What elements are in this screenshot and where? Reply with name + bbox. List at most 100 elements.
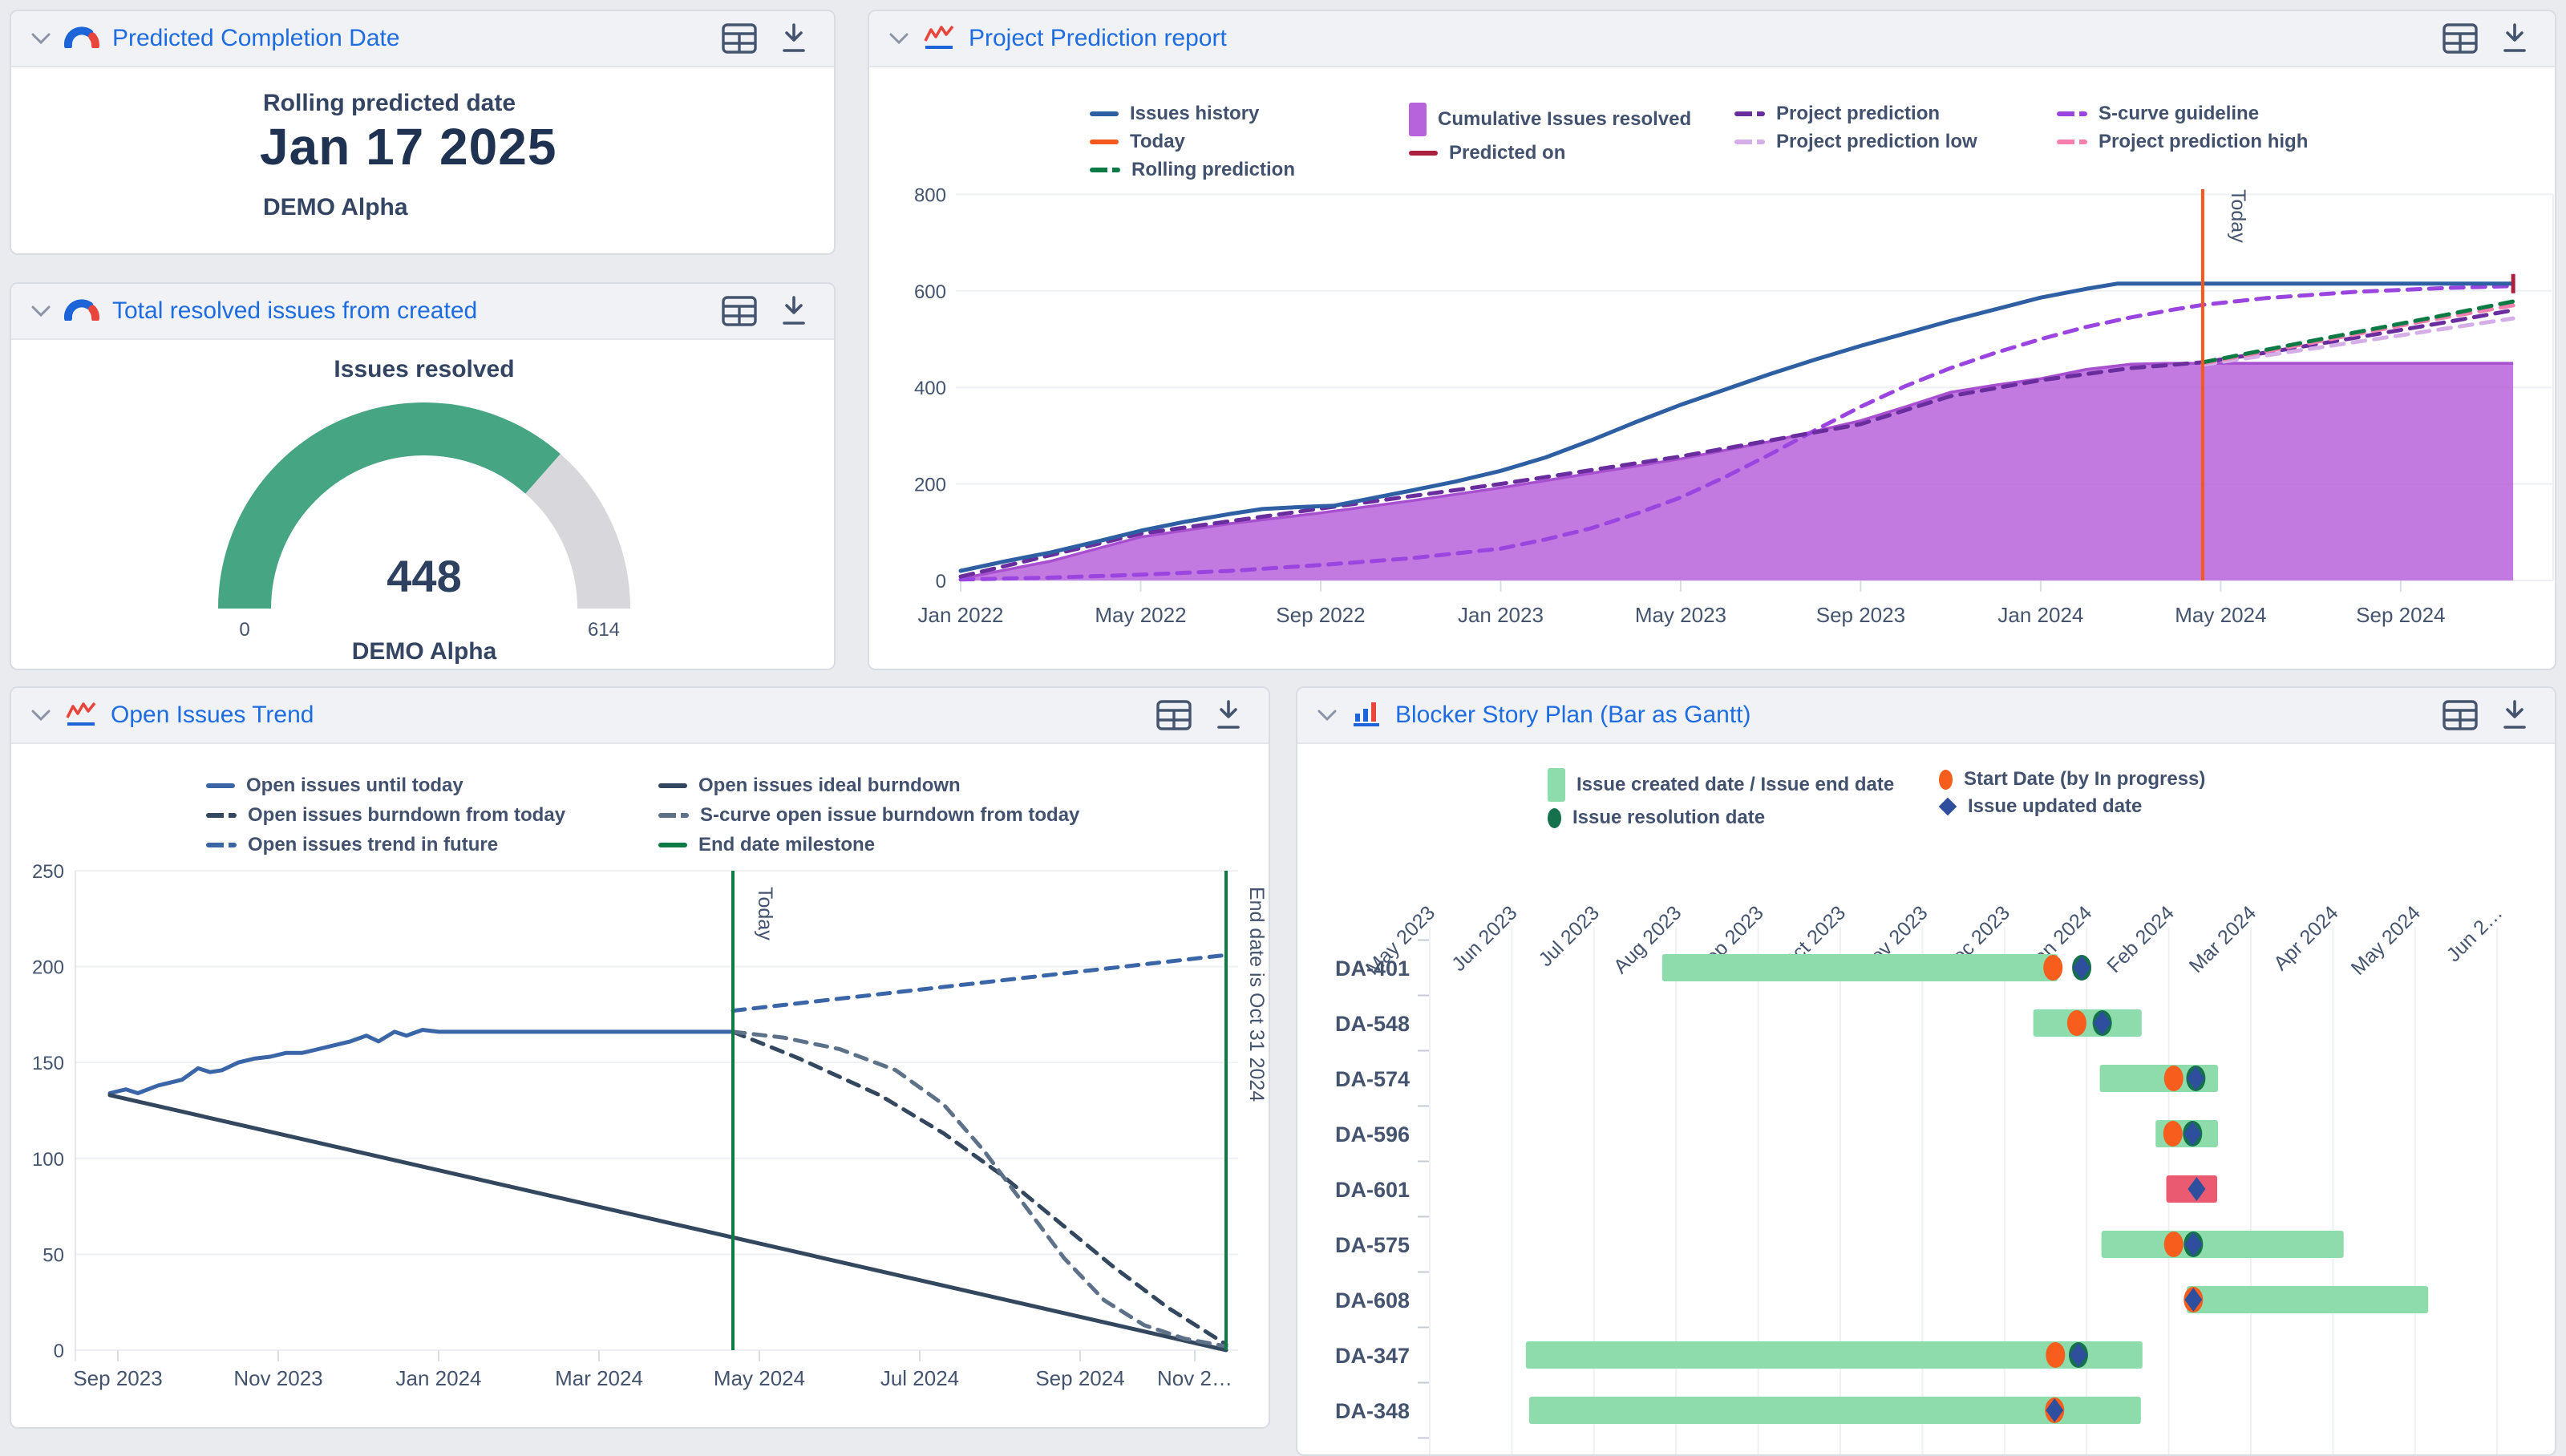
- y-tick-label: 0: [54, 1341, 64, 1362]
- x-tick-label: Jul 2024: [880, 1366, 959, 1390]
- series-line-s-curve-guideline: [958, 284, 2515, 582]
- project-name: DEMO Alpha: [351, 638, 497, 665]
- today-line-label: Today: [2227, 189, 2249, 243]
- series-line-project-prediction: [958, 308, 2515, 579]
- legend-swatch-dash: [1090, 168, 1120, 172]
- view-as-table-button[interactable]: [2439, 18, 2481, 59]
- x-tick-label: Nov 2…: [1157, 1366, 1232, 1390]
- download-button[interactable]: [2494, 694, 2536, 736]
- download-button[interactable]: [2494, 18, 2536, 59]
- month-label: May 2024: [2347, 901, 2426, 980]
- legend-column: Start Date (by In progress) Issue updated…: [1938, 768, 2206, 818]
- legend-swatch-bar: [1409, 103, 1427, 136]
- legend-swatch-line: [658, 843, 687, 847]
- open-issues-trend-chart: 0 50 100 150 200 250 Sep 2023 Nov 2023 Jan 2024 M…: [32, 861, 1268, 1390]
- marker-issue-updated-date: [2184, 1232, 2203, 1256]
- x-tick-label: Sep 2023: [73, 1366, 162, 1390]
- legend-item: Issue created date / Issue end date: [1548, 768, 1894, 802]
- legend-item: Issue updated date: [1938, 795, 2205, 818]
- collapse-chevron-icon[interactable]: [30, 304, 51, 318]
- view-as-table-button[interactable]: [718, 18, 760, 59]
- series-line-open-issues-until-today: [107, 1028, 735, 1095]
- legend-item: Open issues trend in future: [206, 834, 565, 856]
- legend-item: Project prediction high: [2057, 131, 2308, 153]
- download-button[interactable]: [773, 18, 815, 59]
- legend-label: Open issues burndown from today: [248, 804, 566, 826]
- legend-label: Issue created date / Issue end date: [1576, 774, 1895, 795]
- legend-label: Start Date (by In progress): [1964, 768, 2206, 790]
- legend-label: Issue resolution date: [1572, 807, 1766, 828]
- y-tick-label: 0: [936, 571, 946, 593]
- legend-item: Project prediction low: [1734, 131, 1977, 153]
- predicted-date-value: Jan 17 2025: [260, 118, 557, 176]
- x-tick-label: Jan 2024: [396, 1366, 482, 1390]
- x-tick-label: Mar 2024: [555, 1366, 643, 1390]
- panel-title: Total resolved issues from created: [112, 297, 478, 324]
- legend-label: Open issues trend in future: [248, 834, 499, 855]
- series-line-open-issues-burndown-from-today: [731, 1029, 1228, 1347]
- legend-item: S-curve open issue burndown from today: [658, 804, 1079, 827]
- legend-swatch-line: [206, 783, 235, 788]
- view-as-table-button[interactable]: [718, 290, 760, 332]
- legend-label: S-curve open issue burndown from today: [700, 804, 1080, 826]
- rolling-predicted-date-label: Rolling predicted date: [263, 90, 516, 116]
- collapse-chevron-icon[interactable]: [888, 31, 909, 46]
- marker-issue-updated-date: [2069, 1343, 2087, 1367]
- panel-title: Blocker Story Plan (Bar as Gantt): [1395, 702, 1751, 728]
- month-label: Feb 2024: [2103, 901, 2179, 977]
- marker-issue-updated-date: [2184, 1288, 2203, 1312]
- legend-item: Rolling prediction: [1090, 159, 1295, 181]
- gantt-row-label: DA-348: [1335, 1399, 1410, 1423]
- download-button[interactable]: [773, 290, 815, 332]
- legend-item: Open issues burndown from today: [206, 804, 565, 827]
- y-tick-label: 600: [914, 281, 946, 303]
- view-as-table-button[interactable]: [2439, 694, 2481, 736]
- marker-issue-updated-date: [2046, 1398, 2064, 1422]
- x-tick-label: Sep 2024: [1035, 1366, 1124, 1390]
- panel-blocker-story-plan: Blocker Story Plan (Bar as Gantt) May 20…: [1296, 686, 2556, 1456]
- today-line-label: Today: [754, 887, 776, 940]
- legend-item: Cumulative Issues resolved: [1409, 103, 1691, 136]
- x-tick-label: May 2024: [714, 1366, 805, 1390]
- legend-swatch-diamond: [1938, 797, 1957, 816]
- collapse-chevron-icon[interactable]: [1317, 708, 1338, 722]
- legend-column: Open issues until today Open issues burnd…: [206, 775, 565, 856]
- legend-item: S-curve guideline: [2057, 103, 2308, 125]
- x-tick-label: Sep 2022: [1276, 603, 1365, 627]
- series-line-open-issues-ideal-burndown: [107, 1093, 1228, 1353]
- y-tick-label: 50: [42, 1244, 64, 1266]
- legend-item: Open issues ideal burndown: [658, 775, 1079, 797]
- collapse-chevron-icon[interactable]: [30, 708, 51, 722]
- marker-start-date: [2163, 1066, 2184, 1091]
- series-line-s-curve-open-issue-burndown-from-today: [731, 1029, 1228, 1349]
- panel-open-issues-trend: Open Issues Trend 0 50 100 150 200 250 Sep 202…: [10, 686, 1270, 1429]
- panel-header: Project Prediction report: [869, 11, 2555, 67]
- view-as-table-button[interactable]: [1153, 694, 1195, 736]
- gantt-bar: [2033, 1009, 2142, 1037]
- panel-header: Open Issues Trend: [11, 688, 1269, 744]
- month-label: Jun 2023: [1447, 901, 1522, 976]
- gantt-row-label: DA-548: [1335, 1012, 1410, 1036]
- line-chart-icon: [922, 22, 956, 55]
- legend-swatch-bar: [1548, 768, 1565, 802]
- legend-column: Issue created date / Issue end date Issue…: [1548, 768, 1894, 829]
- x-tick-label: Jan 2022: [918, 603, 1004, 627]
- series-line-project-prediction-low: [2200, 316, 2515, 367]
- gantt-bar: [2101, 1231, 2344, 1258]
- marker-issue-updated-date: [2184, 1122, 2202, 1146]
- panel-header: Predicted Completion Date: [11, 11, 834, 67]
- x-tick-label: Jan 2023: [1458, 603, 1544, 627]
- y-tick-label: 250: [32, 861, 64, 883]
- legend-swatch-line: [1090, 111, 1119, 116]
- gantt-row-label: DA-575: [1335, 1233, 1410, 1257]
- x-tick-label: Sep 2023: [1816, 603, 1905, 627]
- panel-header: Blocker Story Plan (Bar as Gantt): [1297, 688, 2555, 744]
- y-tick-label: 150: [32, 1053, 64, 1074]
- month-label: Apr 2024: [2269, 901, 2343, 975]
- gauge-icon: [63, 298, 99, 325]
- download-button[interactable]: [1208, 694, 1249, 736]
- collapse-chevron-icon[interactable]: [30, 31, 51, 46]
- gantt-bar: [1525, 1341, 2143, 1369]
- x-tick-label: May 2024: [2175, 603, 2266, 627]
- gantt-bar: [2187, 1286, 2429, 1313]
